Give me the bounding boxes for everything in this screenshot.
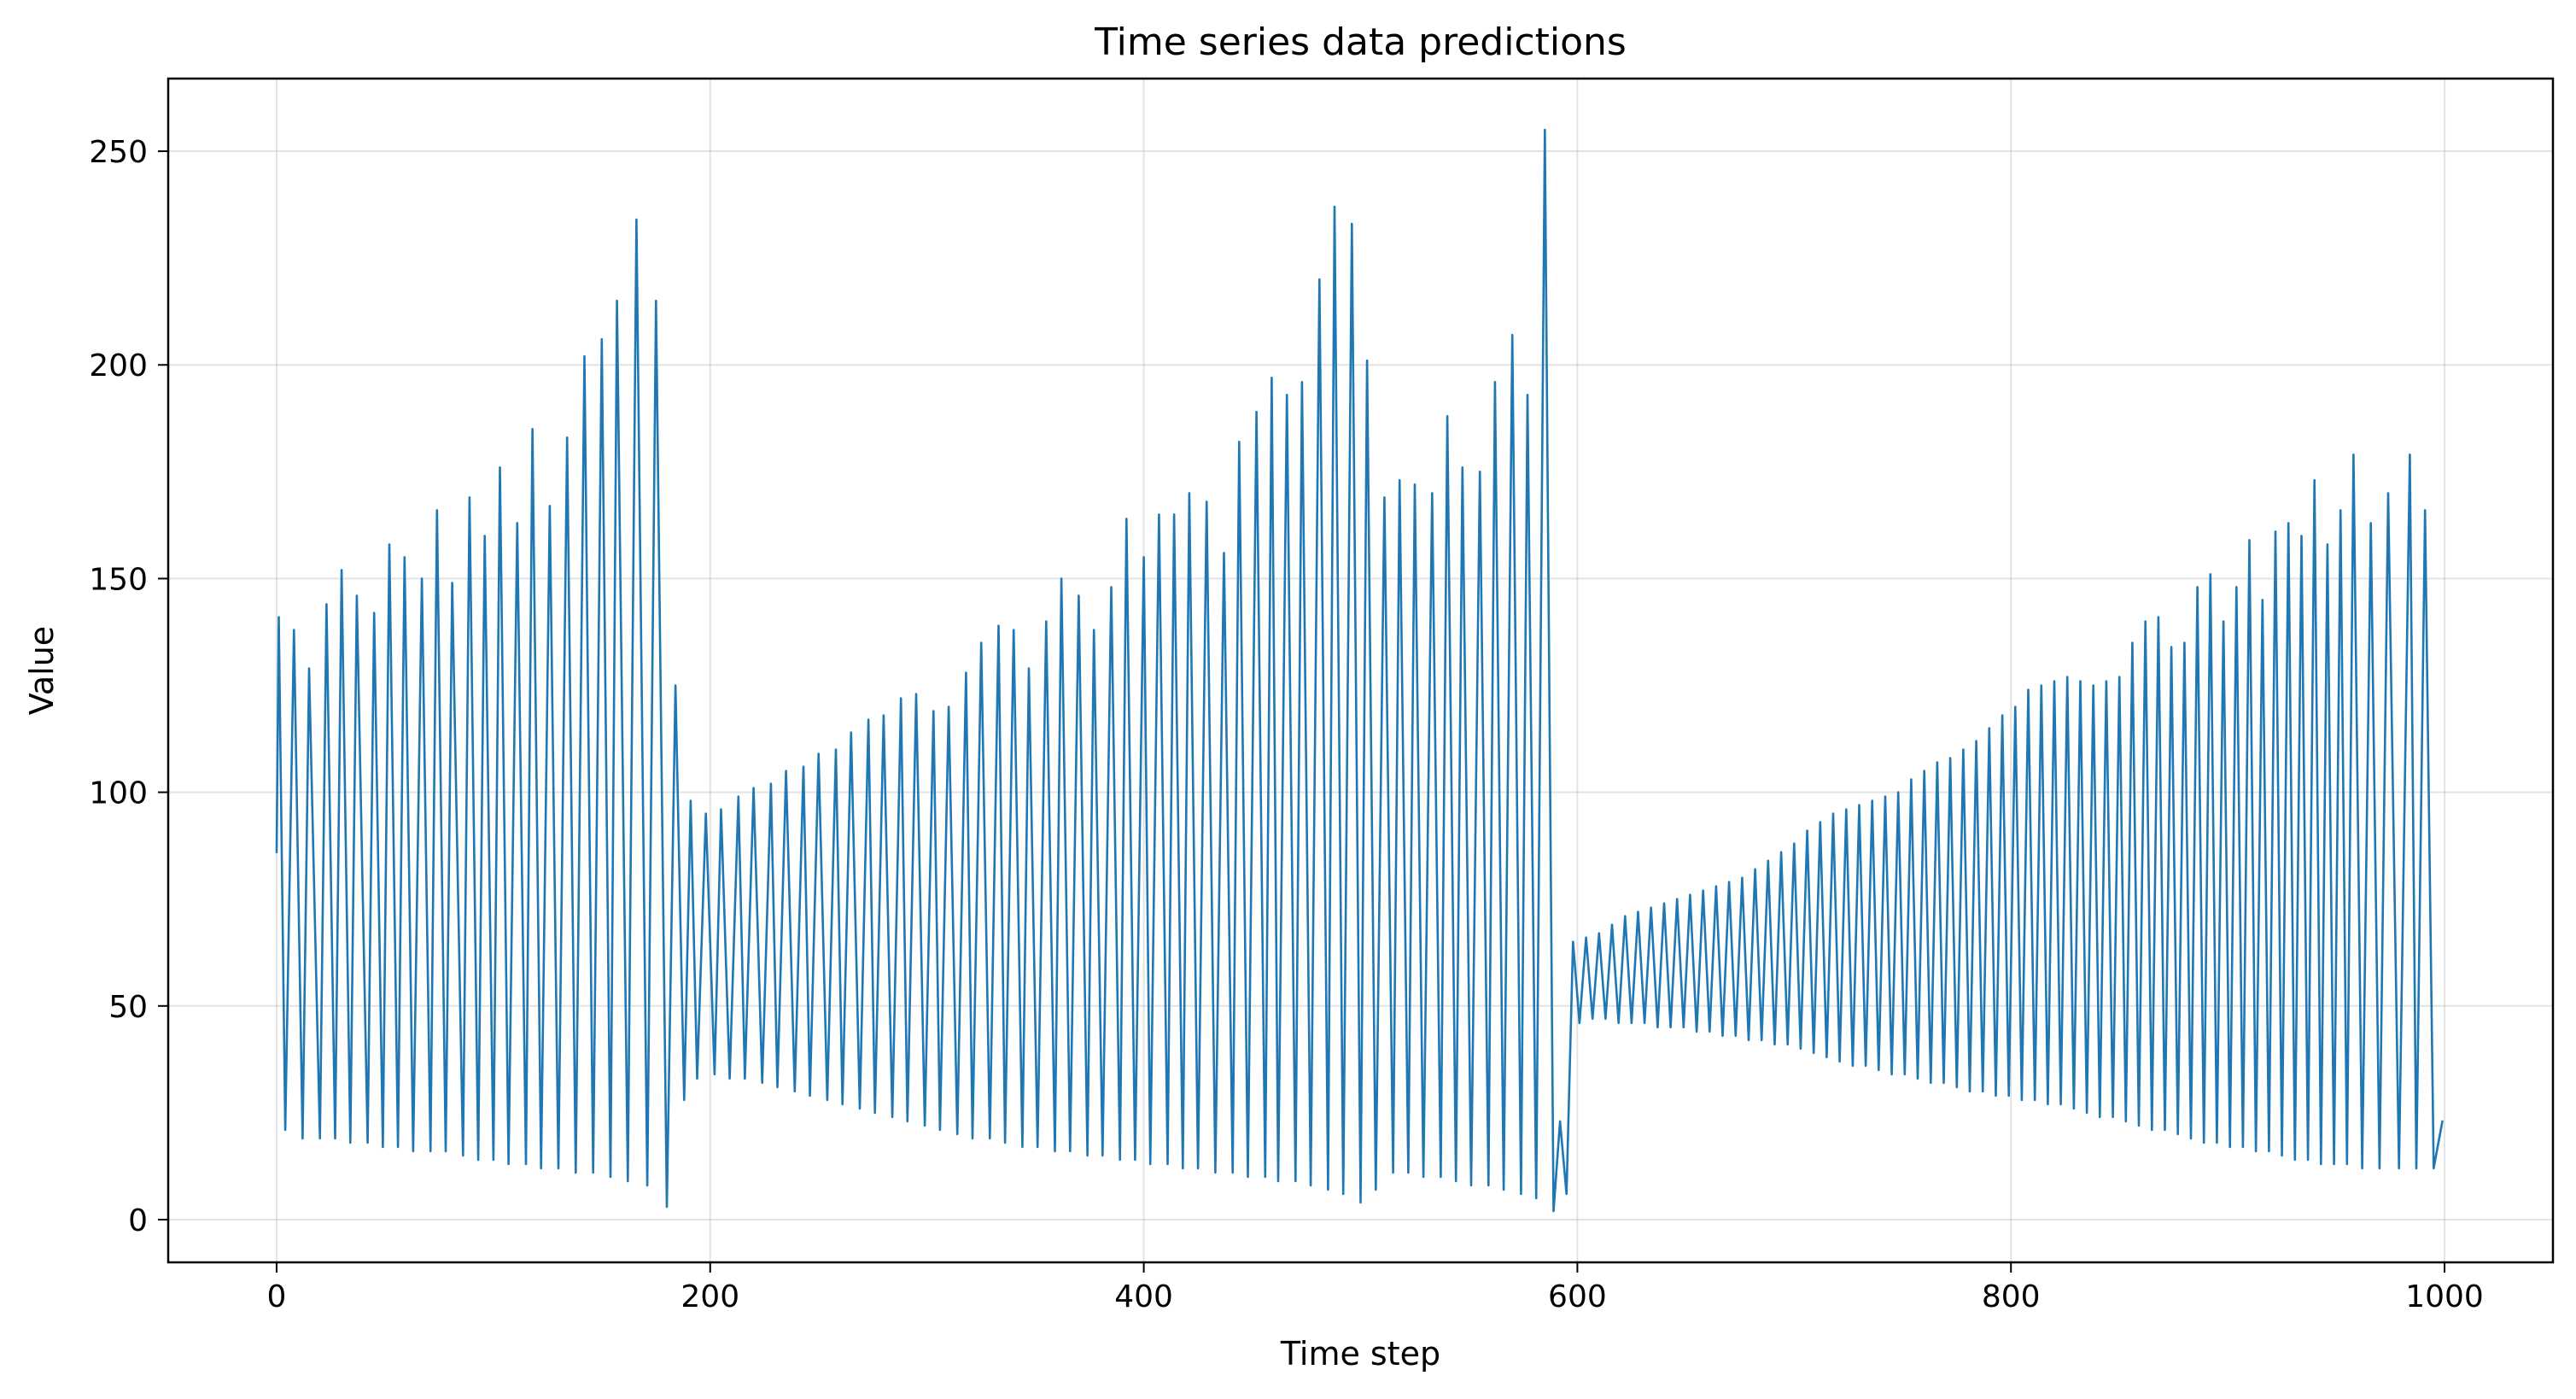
chart-title: Time series data predictions [1094, 20, 1627, 64]
x-axis-label: Time step [1280, 1335, 1440, 1373]
y-tick-label: 200 [89, 348, 148, 383]
x-axis-ticks: 0 200 400 600 800 1000 [267, 1262, 2484, 1314]
x-tick-label: 600 [1548, 1279, 1607, 1314]
y-tick-label: 100 [89, 776, 148, 811]
y-tick-label: 0 [128, 1203, 148, 1238]
series-line [275, 128, 2444, 1213]
y-tick-label: 50 [108, 990, 148, 1025]
x-tick-label: 400 [1114, 1279, 1173, 1314]
y-axis-label: Value [23, 626, 61, 715]
y-axis-ticks: 0 50 100 150 200 250 [89, 135, 168, 1238]
y-tick-label: 250 [89, 135, 148, 170]
x-tick-label: 200 [681, 1279, 739, 1314]
grid [168, 79, 2553, 1262]
x-tick-label: 1000 [2405, 1279, 2484, 1314]
plot-frame [166, 77, 2555, 1264]
x-tick-label: 800 [1982, 1279, 2041, 1314]
series-layer [275, 128, 2444, 1213]
y-tick-label: 150 [89, 562, 148, 597]
x-tick-label: 0 [267, 1279, 287, 1314]
